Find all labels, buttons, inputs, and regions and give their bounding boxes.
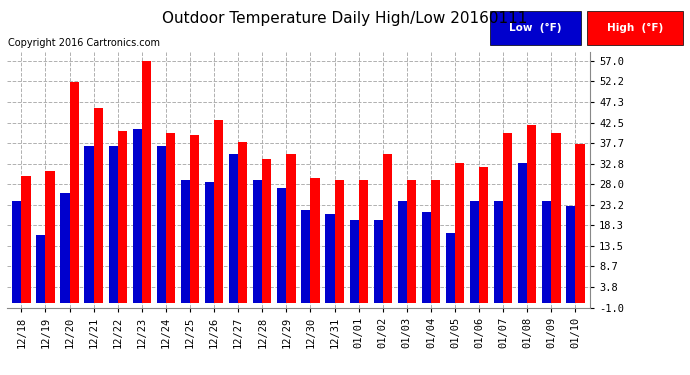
Bar (446, 233, 455, 303)
Bar (326, 214, 335, 303)
Bar (37, 235, 46, 303)
Text: High  (°F): High (°F) (607, 23, 663, 33)
Bar (108, 146, 118, 303)
Bar (205, 182, 214, 303)
Text: Copyright 2016 Cartronics.com: Copyright 2016 Cartronics.com (8, 38, 160, 48)
Bar (118, 131, 127, 303)
Bar (575, 144, 584, 303)
Bar (518, 163, 527, 303)
Bar (142, 61, 151, 303)
Bar (12, 201, 21, 303)
Bar (335, 180, 344, 303)
Bar (21, 176, 30, 303)
Bar (166, 133, 175, 303)
Bar (61, 193, 70, 303)
Bar (551, 133, 560, 303)
Bar (373, 220, 383, 303)
Bar (359, 180, 368, 303)
Bar (566, 206, 575, 303)
Bar (422, 212, 431, 303)
Bar (503, 133, 513, 303)
Bar (46, 171, 55, 303)
Bar (397, 201, 407, 303)
Bar (132, 129, 142, 303)
Bar (383, 154, 392, 303)
Bar (479, 167, 489, 303)
Text: Outdoor Temperature Daily High/Low 20160111: Outdoor Temperature Daily High/Low 20160… (162, 11, 528, 26)
Bar (302, 210, 310, 303)
Bar (214, 120, 224, 303)
Bar (238, 142, 247, 303)
FancyBboxPatch shape (586, 11, 683, 45)
Bar (527, 125, 536, 303)
Bar (190, 135, 199, 303)
Bar (455, 163, 464, 303)
Bar (310, 178, 319, 303)
Bar (181, 180, 190, 303)
Bar (494, 201, 503, 303)
Bar (253, 180, 262, 303)
Bar (350, 220, 359, 303)
Bar (286, 154, 295, 303)
Bar (157, 146, 166, 303)
Bar (229, 154, 238, 303)
Bar (470, 201, 479, 303)
Bar (407, 180, 416, 303)
FancyBboxPatch shape (490, 11, 581, 45)
Bar (262, 159, 271, 303)
Text: Low  (°F): Low (°F) (509, 23, 562, 33)
Bar (542, 201, 551, 303)
Bar (70, 82, 79, 303)
Bar (431, 180, 440, 303)
Bar (84, 146, 94, 303)
Bar (277, 189, 286, 303)
Bar (94, 108, 103, 303)
